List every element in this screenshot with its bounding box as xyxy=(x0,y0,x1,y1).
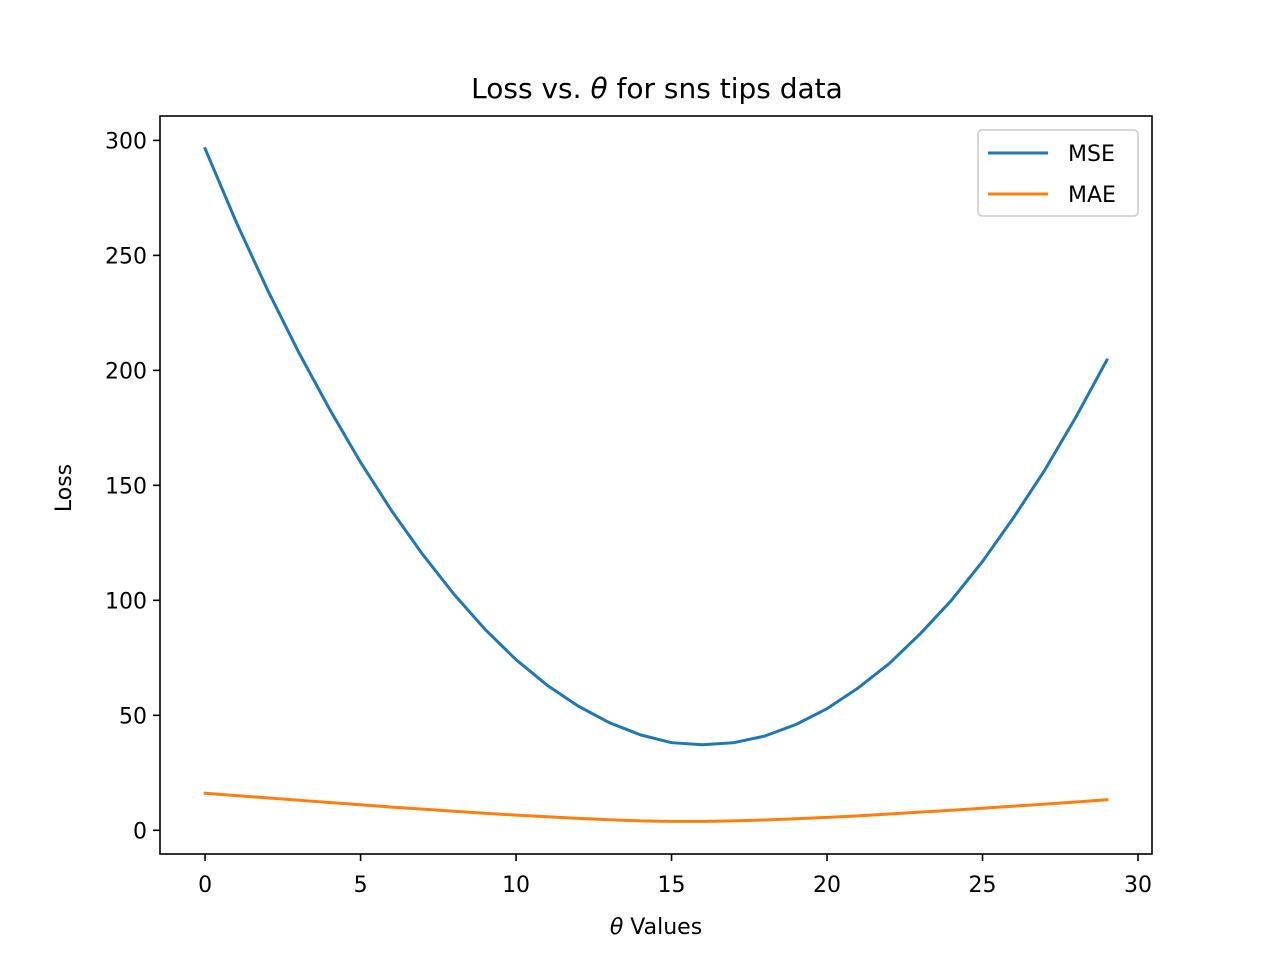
chart-title: Loss vs. θ for sns tips data xyxy=(471,72,843,105)
legend: MSE MAE xyxy=(977,129,1139,217)
series-line-mse xyxy=(203,146,1109,747)
y-tick-label: 200 xyxy=(105,359,147,384)
x-tick-label: 30 xyxy=(1124,873,1152,898)
y-tick-label: 150 xyxy=(105,474,147,499)
y-tick-label: 0 xyxy=(133,819,147,844)
x-tick-label: 5 xyxy=(354,873,368,898)
legend-label-mae: MAE xyxy=(1068,183,1116,208)
legend-label-mse: MSE xyxy=(1068,142,1115,167)
series-line-mae xyxy=(203,791,1109,823)
y-tick-label: 100 xyxy=(105,589,147,614)
x-tick-label: 15 xyxy=(658,873,686,898)
x-tick-label: 10 xyxy=(502,873,530,898)
x-tick-label: 0 xyxy=(198,873,212,898)
x-tick-label: 20 xyxy=(813,873,841,898)
y-tick-label: 50 xyxy=(119,704,147,729)
y-axis-label: Loss xyxy=(52,464,77,512)
x-axis-label: θ Values xyxy=(610,915,702,940)
y-tick-label: 250 xyxy=(105,244,147,269)
x-tick-label: 25 xyxy=(969,873,997,898)
y-tick-label: 300 xyxy=(105,129,147,154)
